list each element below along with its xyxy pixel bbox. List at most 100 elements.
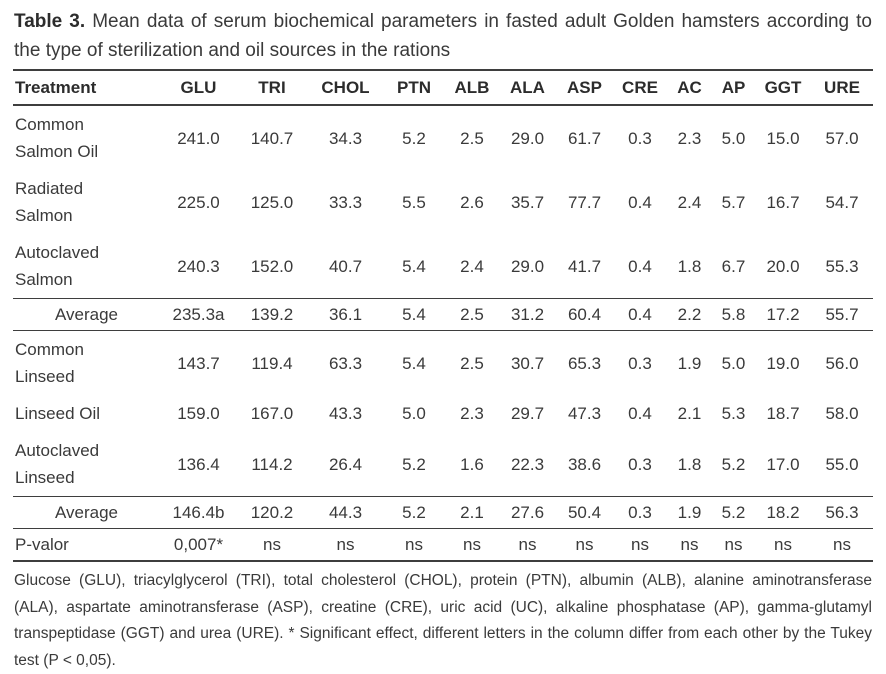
value-cell: 5.2 <box>402 503 426 522</box>
column-header-alb: ALB <box>454 78 490 97</box>
value-cell: 114.2 <box>251 454 293 474</box>
value-cell: 2.3 <box>677 128 702 148</box>
value-cell: 33.3 <box>328 192 363 212</box>
value-cell: 17.0 <box>766 454 800 474</box>
value-cell: 60.4 <box>567 305 602 324</box>
table-row: Common Salmon Oil 241.0 140.7 34.3 5.2 2.5 29.… <box>13 105 873 170</box>
value-cell: 120.2 <box>250 503 294 522</box>
value-cell: 57.0 <box>825 128 859 148</box>
value-cell: 5.2 <box>402 128 426 148</box>
value-cell: ns <box>724 535 743 554</box>
value-cell: 18.7 <box>766 404 800 423</box>
value-cell: 56.3 <box>825 503 859 522</box>
value-cell: 5.4 <box>402 305 426 324</box>
value-cell: 1.6 <box>460 454 484 474</box>
value-cell: 22.3 <box>510 454 545 474</box>
value-cell: ns <box>680 535 699 554</box>
value-cell: 5.3 <box>721 404 746 423</box>
value-cell: 2.5 <box>460 128 484 148</box>
value-cell: 2.5 <box>460 305 484 324</box>
value-cell: 63.3 <box>328 353 363 373</box>
table-row: Autoclaved Linseed 136.4 114.2 26.4 5.2 1.6 22… <box>13 432 873 497</box>
value-cell: 61.7 <box>567 128 602 148</box>
data-table: Treatment GLU TRI CHOL PTN ALB ALA ASP C… <box>13 69 873 562</box>
value-cell: 136.4 <box>177 454 220 474</box>
value-cell: 1.8 <box>677 256 702 276</box>
table-row: Common Linseed 143.7 119.4 63.3 5.4 2.5 30.7 65… <box>13 331 873 396</box>
value-cell: 140.7 <box>250 128 294 148</box>
value-cell: 20.0 <box>766 256 800 276</box>
column-header-chol: CHOL <box>321 78 370 97</box>
value-cell: 30.7 <box>510 353 545 373</box>
value-cell: ns <box>575 535 594 554</box>
table-row: Average 146.4b 120.2 44.3 5.2 2.1 27.6 50.4 0.3 1… <box>13 496 873 529</box>
column-header-ure: URE <box>824 78 860 97</box>
value-cell: ns <box>774 535 792 554</box>
table-row: Linseed Oil 159.0 167.0 43.3 5.0 2.3 29.7 47.3 0… <box>13 395 873 432</box>
value-cell: 5.0 <box>721 128 746 148</box>
column-header-tri: TRI <box>258 78 286 97</box>
value-cell: 2.6 <box>460 192 484 212</box>
value-cell: 5.2 <box>402 454 426 474</box>
value-cell: ns <box>833 535 851 554</box>
value-cell: 5.8 <box>721 305 746 324</box>
value-cell: 5.2 <box>721 454 746 474</box>
value-cell: 139.2 <box>250 305 294 324</box>
value-cell: 15.0 <box>766 128 800 148</box>
treatment-cell: Radiated Salmon <box>15 179 84 225</box>
value-cell: 19.0 <box>766 353 800 373</box>
value-cell: 65.3 <box>567 353 602 373</box>
value-cell: 240.3 <box>177 256 220 276</box>
column-header-ap: AP <box>721 78 746 97</box>
value-cell: 50.4 <box>567 503 602 522</box>
table-body: Common Salmon Oil 241.0 140.7 34.3 5.2 2.5 29.… <box>13 105 873 561</box>
value-cell: 44.3 <box>328 503 363 522</box>
value-cell: 29.7 <box>510 404 545 423</box>
value-cell: 2.3 <box>460 404 484 423</box>
value-cell: 56.0 <box>825 353 859 373</box>
value-cell: 0.4 <box>628 404 652 423</box>
column-header-glu: GLU <box>180 78 217 97</box>
table-row: Radiated Salmon 225.0 125.0 33.3 5.5 2.6 35.7 7… <box>13 170 873 234</box>
treatment-cell: P-valor <box>15 535 69 554</box>
treatment-cell: Autoclaved Salmon <box>15 243 100 289</box>
value-cell: 0.3 <box>628 128 652 148</box>
table-header-row: Treatment GLU TRI CHOL PTN ALB ALA ASP C… <box>13 70 873 105</box>
value-cell: 17.2 <box>766 305 800 324</box>
value-cell: 43.3 <box>328 404 363 423</box>
value-cell: 0.3 <box>628 353 652 373</box>
value-cell: 29.0 <box>510 128 545 148</box>
value-cell: 58.0 <box>825 404 859 423</box>
column-header-ptn: PTN <box>397 78 431 97</box>
value-cell: 0.4 <box>628 256 652 276</box>
value-cell: 55.3 <box>825 256 859 276</box>
value-cell: 5.0 <box>721 353 746 373</box>
table-caption-text: Mean data of serum biochemical parameter… <box>14 11 872 61</box>
value-cell: 5.4 <box>402 353 426 373</box>
treatment-cell: Common Salmon Oil <box>15 115 99 161</box>
table-header: Treatment GLU TRI CHOL PTN ALB ALA ASP C… <box>13 70 873 105</box>
treatment-cell: Common Linseed <box>15 340 84 386</box>
value-cell: 0.4 <box>628 192 652 212</box>
treatment-cell: Average <box>54 503 118 522</box>
value-cell: 0,007* <box>173 535 224 554</box>
value-cell: 0.3 <box>628 454 652 474</box>
table-row: P-valor 0,007* ns ns ns ns ns ns ns ns ns ns ns <box>13 529 873 561</box>
value-cell: 41.7 <box>567 256 602 276</box>
column-header-asp: ASP <box>567 78 602 97</box>
value-cell: 0.4 <box>628 305 652 324</box>
value-cell: 5.0 <box>402 404 426 423</box>
value-cell: 27.6 <box>510 503 545 522</box>
value-cell: 18.2 <box>766 503 800 522</box>
value-cell: 40.7 <box>328 256 363 276</box>
value-cell: 36.1 <box>328 305 363 324</box>
value-cell: 31.2 <box>510 305 545 324</box>
table-caption-label: Table 3. <box>14 11 86 32</box>
value-cell: 225.0 <box>177 192 220 212</box>
table-footnote: Glucose (GLU), triacylglycerol (TRI), to… <box>14 572 872 669</box>
value-cell: 1.9 <box>677 503 702 522</box>
column-header-ac: AC <box>677 78 702 97</box>
value-cell: 6.7 <box>721 256 746 276</box>
value-cell: 55.7 <box>825 305 859 324</box>
